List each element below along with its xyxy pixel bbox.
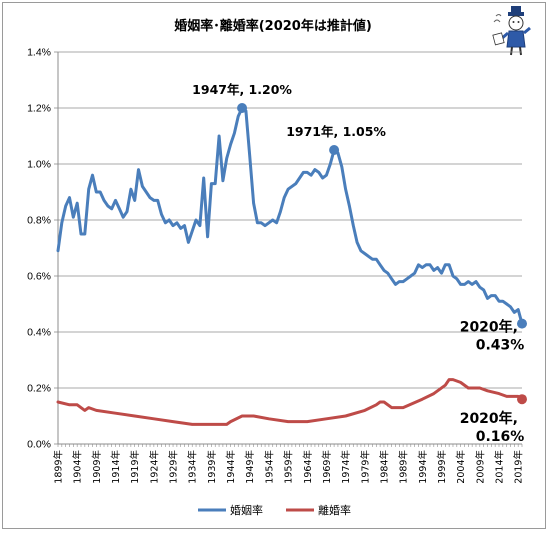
y-tick-label: 1.2%: [27, 103, 51, 115]
annotation-marker: [517, 394, 527, 405]
annotation-label: 1971年, 1.05%: [286, 124, 386, 139]
y-tick-label: 0.4%: [27, 327, 51, 339]
x-axis-ticks: 1899年 1904年 1909年 1914年 1919年 1924年 1929年 1934年…: [53, 450, 525, 484]
x-tick-label: 1949年: [244, 450, 256, 484]
x-tick-label: 2019年: [513, 450, 525, 484]
mascot-illustration: [492, 6, 531, 56]
x-tick-label: 1994年: [417, 450, 429, 484]
chart-title: 婚姻率･離婚率(2020年は推計値): [174, 18, 372, 34]
y-tick-label: 0.2%: [27, 383, 51, 395]
x-tick-label: 2009年: [474, 450, 486, 484]
series: [56, 106, 524, 426]
y-tick-label: 0.0%: [27, 439, 51, 451]
x-tick-label: 1984年: [378, 450, 390, 484]
x-tick-label: 1969年: [321, 450, 333, 484]
x-tick-label: 1924年: [148, 450, 160, 484]
legend-label: 婚姻率: [230, 503, 263, 517]
x-tick-label: 1979年: [359, 450, 371, 484]
x-tick-label: 1989年: [398, 450, 410, 484]
x-tick-label: 1919年: [129, 450, 141, 484]
annotation-label: 1947年, 1.20%: [192, 82, 292, 97]
x-tick-label: 1904年: [72, 450, 84, 484]
chart-frame: [2, 2, 546, 529]
y-tick-label: 0.8%: [27, 215, 51, 227]
annotation-label: 0.43%: [476, 338, 525, 354]
y-tick-label: 1.4%: [27, 47, 51, 59]
y-tick-label: 0.6%: [27, 271, 51, 283]
annotation-label: 0.16%: [476, 429, 525, 445]
x-tick-label: 1929年: [168, 450, 180, 484]
annotations: 1947年, 1.20% 1971年, 1.05% 2020年, 0.43% 2020年…: [192, 82, 527, 445]
y-tick-label: 1.0%: [27, 159, 51, 171]
x-tick-label: 1914年: [110, 450, 122, 484]
marriage-rate-line: [56, 106, 524, 326]
x-tick-label: 1934年: [187, 450, 199, 484]
x-tick-label: 1954年: [263, 450, 275, 484]
legend: 婚姻率 離婚率: [198, 503, 351, 517]
divorce-rate-line: [56, 378, 524, 426]
x-tick-label: 1909年: [91, 450, 103, 484]
x-tick-label: 1964年: [302, 450, 314, 484]
annotation-label: 2020年,: [460, 410, 518, 427]
x-tick-label: 1974年: [340, 450, 352, 484]
annotation-label: 2020年,: [460, 319, 518, 336]
annotation-marker: [517, 318, 527, 329]
x-tick-label: 2014年: [493, 450, 505, 484]
annotation-marker: [329, 145, 340, 155]
x-tick-label: 1899年: [53, 450, 65, 484]
x-tick-label: 1939年: [206, 450, 218, 484]
y-axis-ticks: 0.0% 0.2% 0.4% 0.6% 0.8% 1.0% 1.2% 1.4%: [27, 47, 51, 451]
x-tick-label: 1999年: [436, 450, 448, 484]
annotation-marker: [237, 103, 248, 113]
gridlines: [58, 51, 522, 389]
x-tick-label: 1944年: [225, 450, 237, 484]
x-tick-label: 2004年: [455, 450, 467, 484]
x-tick-label: 1959年: [283, 450, 295, 484]
legend-label: 離婚率: [318, 503, 351, 517]
